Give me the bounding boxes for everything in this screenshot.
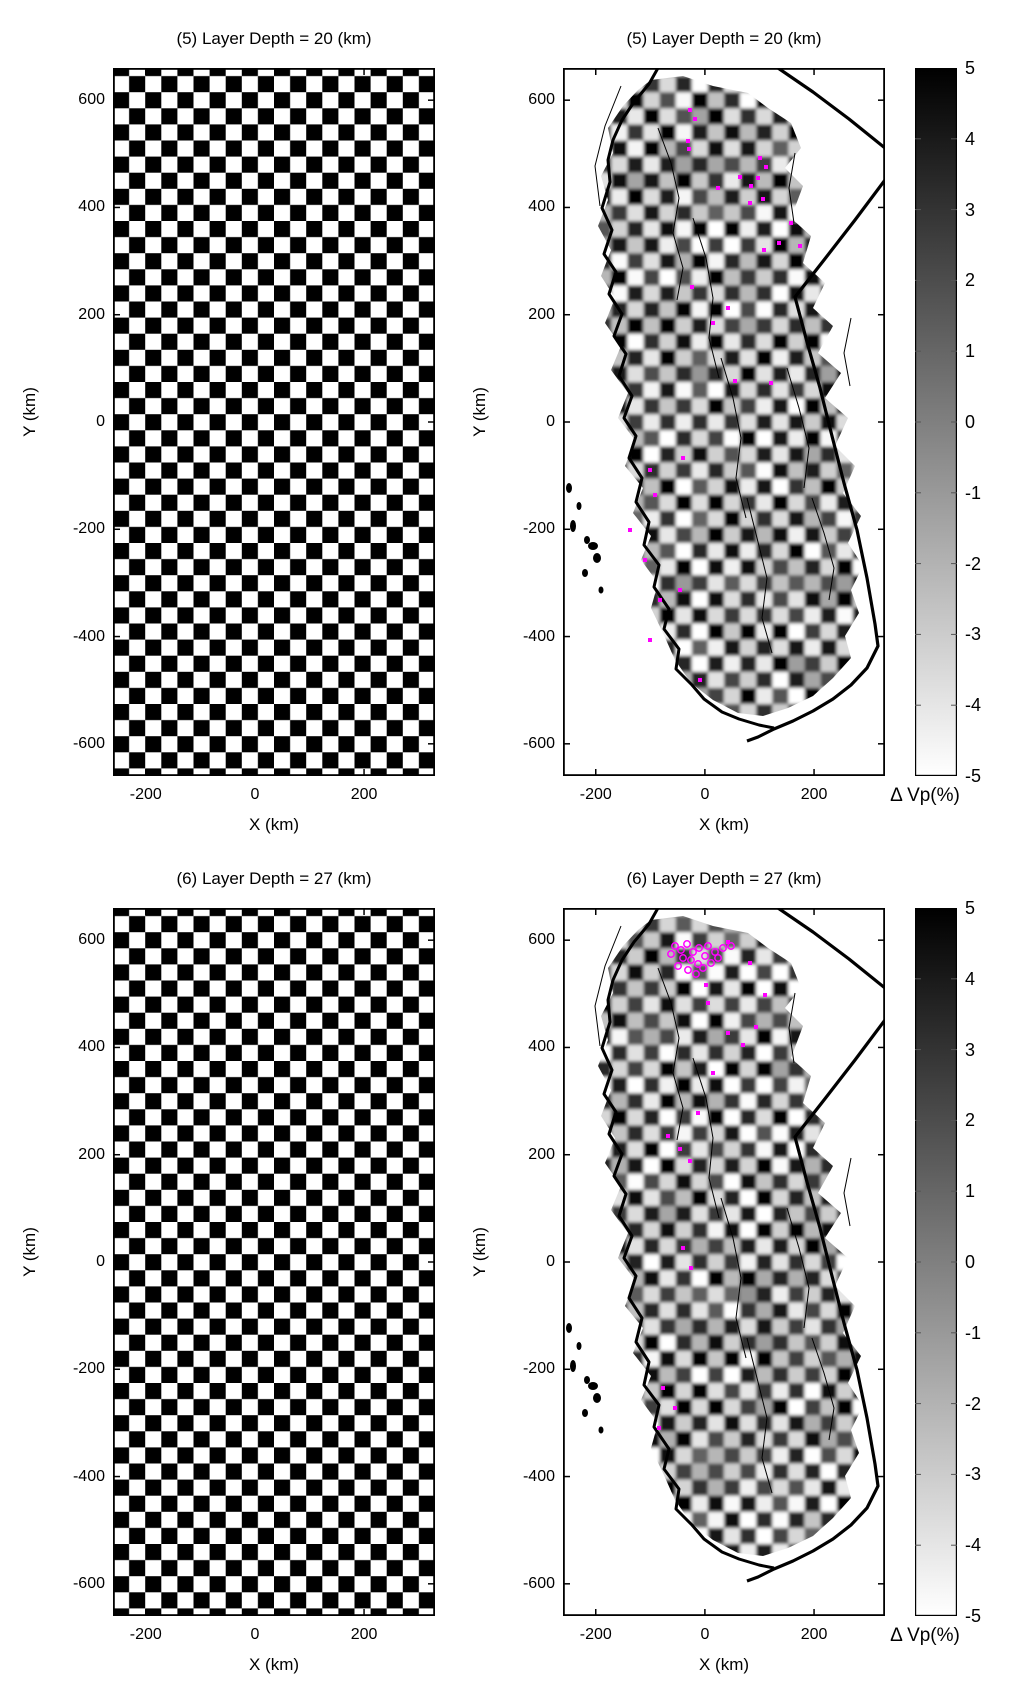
panel-recovered-depth27: (6) Layer Depth = 27 (km) Y (km) X (km) … xyxy=(470,869,885,1674)
y-tick-label: 200 xyxy=(528,305,555,323)
fault-lines xyxy=(594,925,852,1494)
y-tick-label: 0 xyxy=(546,1253,555,1270)
y-tick-label: -200 xyxy=(522,1360,555,1378)
y-tick-label: -400 xyxy=(72,627,105,645)
colorbar-tick-label: 3 xyxy=(965,199,976,220)
coastline xyxy=(600,68,775,730)
x-tick-label: 200 xyxy=(350,1626,378,1643)
state-border-lines xyxy=(746,908,885,1583)
y-tick-label: 0 xyxy=(96,1253,105,1270)
y-tick-label: -600 xyxy=(72,734,105,752)
colorbar-tick-label: -2 xyxy=(965,553,982,574)
x-tick-label: -200 xyxy=(579,786,612,803)
x-tick-label: 200 xyxy=(350,786,378,803)
y-tick-label: 0 xyxy=(546,413,555,430)
panel-title: (5) Layer Depth = 20 (km) xyxy=(626,29,822,48)
x-axis-label: X (km) xyxy=(248,815,300,834)
state-border-lines xyxy=(746,68,885,743)
y-tick-label: -400 xyxy=(522,1467,555,1485)
colorbar-tick-label: -3 xyxy=(965,624,982,645)
panel-input-depth20: (5) Layer Depth = 20 (km) Y (km) X (km) … xyxy=(20,29,435,834)
checkerboard-input-plot xyxy=(113,68,435,776)
y-tick-label: 600 xyxy=(528,91,555,109)
y-tick-label: 600 xyxy=(78,91,105,109)
colorbar-tick-label: -2 xyxy=(965,1393,982,1414)
colorbar-tick-label: 2 xyxy=(965,270,976,291)
x-tick-label: -200 xyxy=(579,1626,612,1643)
checkerboard-recovered-plot xyxy=(563,68,885,776)
colorbar-depth20: Δ Vp(%) 5 4 3 2 1 0 -1 -2 -3 -4 -5 xyxy=(890,58,981,806)
x-tick-label: 0 xyxy=(250,1626,260,1643)
colorbar-tick-label: 4 xyxy=(965,128,976,149)
y-tick-label: 0 xyxy=(96,413,105,430)
x-axis-label: X (km) xyxy=(248,1655,300,1674)
y-tick-label: -600 xyxy=(72,1574,105,1592)
colorbar-tick-label: 1 xyxy=(965,1181,976,1202)
panel-title: (5) Layer Depth = 20 (km) xyxy=(176,29,372,48)
event-markers xyxy=(628,108,802,682)
x-tick-label: 0 xyxy=(250,786,260,803)
colorbar-depth27: Δ Vp(%) 5 4 3 2 1 0 -1 -2 -3 -4 -5 xyxy=(890,898,981,1646)
event-markers xyxy=(657,940,767,1430)
islands xyxy=(566,483,604,594)
y-tick-label: -600 xyxy=(522,1574,555,1592)
y-tick-label: 400 xyxy=(78,198,105,216)
x-tick-label: 0 xyxy=(700,786,710,803)
colorbar-tick-label: 0 xyxy=(965,412,976,432)
event-cluster-rings xyxy=(667,940,735,978)
x-axis-label: X (km) xyxy=(698,815,750,834)
y-tick-label: -200 xyxy=(72,1360,105,1378)
colorbar-gradient xyxy=(915,68,957,776)
y-tick-label: -200 xyxy=(72,520,105,538)
y-tick-label: 400 xyxy=(528,1038,555,1056)
x-tick-label: 200 xyxy=(800,1626,828,1643)
colorbar-label: Δ Vp(%) xyxy=(890,1625,960,1646)
panel-input-depth27: (6) Layer Depth = 27 (km) Y (km) X (km) … xyxy=(20,869,435,1674)
colorbar-tick-label: -5 xyxy=(965,766,982,786)
x-tick-label: 200 xyxy=(800,786,828,803)
colorbar-tick-label: -4 xyxy=(965,695,982,716)
y-tick-label: -400 xyxy=(72,1467,105,1485)
colorbar-tick-label: -1 xyxy=(965,482,982,503)
y-tick-label: 200 xyxy=(528,1145,555,1163)
y-tick-label: -600 xyxy=(522,734,555,752)
y-tick-label: 600 xyxy=(528,931,555,949)
panel-recovered-depth20: (5) Layer Depth = 20 (km) Y (km) X (km) … xyxy=(470,29,885,834)
colorbar-tick-label: 5 xyxy=(965,898,976,918)
colorbar-tick-label: 0 xyxy=(965,1252,976,1272)
colorbar-tick-label: 5 xyxy=(965,58,976,78)
islands xyxy=(566,1323,604,1434)
coastline xyxy=(600,908,775,1570)
colorbar-tick-label: -5 xyxy=(965,1606,982,1626)
colorbar-tick-marks xyxy=(915,978,957,1546)
x-tick-label: 0 xyxy=(700,1626,710,1643)
x-tick-label: -200 xyxy=(129,786,162,803)
fault-lines xyxy=(594,85,852,654)
y-tick-label: 200 xyxy=(78,305,105,323)
colorbar-label: Δ Vp(%) xyxy=(890,785,960,806)
y-tick-label: -400 xyxy=(522,627,555,645)
x-axis-label: X (km) xyxy=(698,1655,750,1674)
colorbar-tick-label: -4 xyxy=(965,1535,982,1556)
colorbar-gradient xyxy=(915,908,957,1616)
x-tick-label: -200 xyxy=(129,1626,162,1643)
colorbar-tick-marks xyxy=(915,138,957,706)
checkerboard-recovered-plot xyxy=(563,908,885,1616)
colorbar-tick-label: 4 xyxy=(965,968,976,989)
colorbar-tick-label: 3 xyxy=(965,1039,976,1060)
colorbar-tick-label: 2 xyxy=(965,1110,976,1131)
y-tick-label: 400 xyxy=(528,198,555,216)
y-tick-label: 400 xyxy=(78,1038,105,1056)
colorbar-tick-label: 1 xyxy=(965,341,976,362)
y-tick-label: 200 xyxy=(78,1145,105,1163)
checkerboard-input-plot xyxy=(113,908,435,1616)
colorbar-tick-label: -1 xyxy=(965,1322,982,1343)
colorbar-tick-label: -3 xyxy=(965,1464,982,1485)
panel-title: (6) Layer Depth = 27 (km) xyxy=(626,869,822,888)
y-tick-label: -200 xyxy=(522,520,555,538)
y-tick-label: 600 xyxy=(78,931,105,949)
panel-title: (6) Layer Depth = 27 (km) xyxy=(176,869,372,888)
